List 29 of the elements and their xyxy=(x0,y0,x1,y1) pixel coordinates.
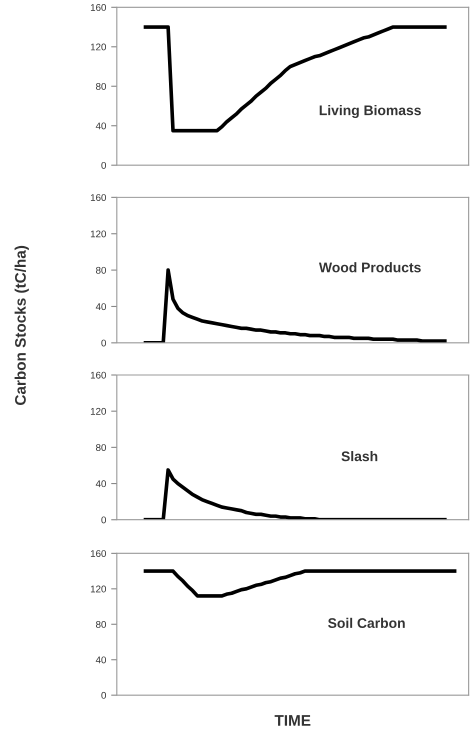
y-tick-label: 0 xyxy=(101,340,106,346)
y-tick-label: 40 xyxy=(96,303,106,310)
y-tick-label: 0 xyxy=(101,692,106,699)
x-axis-title: TIME xyxy=(274,715,310,726)
y-tick-label: 80 xyxy=(96,621,106,628)
y-tick-label: 0 xyxy=(101,516,106,524)
y-tick-label: 40 xyxy=(96,122,106,130)
y-tick-label: 160 xyxy=(90,194,106,201)
y-tick-label: 120 xyxy=(90,586,106,592)
y-tick-label: 120 xyxy=(90,408,106,415)
y-tick-label: 120 xyxy=(90,230,106,238)
text: Wood Products xyxy=(318,262,421,272)
y-tick-label: 80 xyxy=(96,82,106,90)
y-tick-label: 120 xyxy=(90,44,106,50)
y-tick-label: 160 xyxy=(90,4,106,11)
text: Slash xyxy=(341,451,378,462)
line-series xyxy=(142,25,448,132)
y-tick-label: 40 xyxy=(96,480,106,488)
y-tick-label: 0 xyxy=(101,162,106,169)
line-series xyxy=(142,468,448,520)
y-tick-label: 80 xyxy=(96,266,106,274)
y-axis-title: Carbon Stocks (tC/ha) xyxy=(14,246,29,405)
y-tick-label: 160 xyxy=(90,372,106,379)
y-tick-label: 40 xyxy=(96,656,106,664)
text: Living Biomass xyxy=(320,105,421,118)
y-tick-label: 160 xyxy=(90,550,106,557)
line-series xyxy=(142,569,458,598)
text: Soil Carbon xyxy=(328,618,405,628)
y-tick-label: 80 xyxy=(96,444,106,451)
